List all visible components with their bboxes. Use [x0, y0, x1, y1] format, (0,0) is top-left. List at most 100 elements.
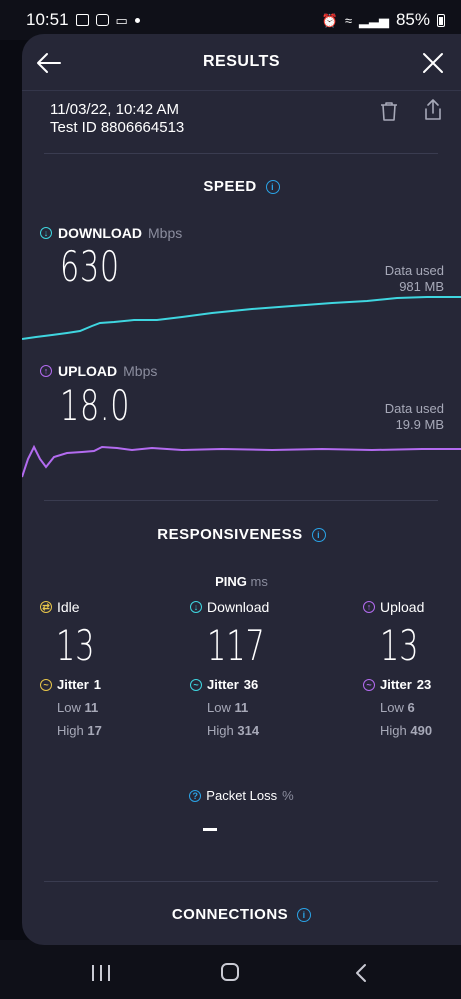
connections-info-icon[interactable]: i: [297, 908, 312, 923]
header-bar: RESULTS: [22, 34, 461, 90]
test-meta: 11/03/22, 10:42 AM Test ID 8806664513: [50, 101, 184, 137]
connections-section-title: CONNECTIONS i: [22, 906, 461, 923]
upload-low-label: Low: [380, 700, 404, 715]
ping-download-icon: ↓: [190, 601, 202, 613]
divider: [44, 153, 438, 154]
upload-graph-line: [22, 444, 461, 478]
more-notifications-icon: [134, 17, 140, 23]
upload-label-text: UPLOAD: [58, 363, 118, 379]
upload-high: High 490: [380, 723, 461, 738]
download-high-label: High: [207, 723, 234, 738]
back-button[interactable]: [352, 963, 370, 983]
idle-low-value: 11: [84, 700, 99, 715]
packet-loss-unit: %: [282, 788, 294, 803]
ping-download-column: ↓ Download 117 ~ Jitter 36 Low 11 High 3…: [190, 599, 310, 738]
wifi-icon: ≈: [344, 12, 352, 28]
idle-high: High 17: [57, 723, 160, 738]
upload-data-used-label: Data used: [384, 401, 444, 416]
ping-unit: ms: [250, 574, 268, 589]
packet-loss-help-icon[interactable]: ?: [189, 789, 202, 802]
packet-loss-label: Packet Loss: [206, 788, 278, 803]
close-icon[interactable]: [420, 50, 446, 76]
message-icon: ▭: [115, 12, 128, 28]
ping-upload-icon: ↑: [363, 601, 375, 613]
upload-speed-value: 18.0: [60, 381, 131, 430]
idle-high-label: High: [57, 723, 84, 738]
idle-label: ⇄ Idle: [40, 599, 160, 615]
download-high-value: 314: [237, 723, 260, 738]
upload-arrow-icon: ↑: [40, 365, 52, 377]
gallery-icon: [75, 14, 89, 26]
idle-low: Low 11: [57, 700, 160, 715]
connections-title-text: CONNECTIONS: [171, 906, 289, 923]
test-id: Test ID 8806664513: [50, 119, 185, 136]
share-icon[interactable]: [422, 98, 444, 122]
upload-low-value: 6: [407, 700, 415, 715]
idle-jitter: ~ Jitter 1: [40, 677, 160, 692]
back-arrow-icon[interactable]: [36, 50, 62, 76]
speed-info-icon[interactable]: i: [265, 180, 280, 195]
upload-high-label: High: [380, 723, 407, 738]
upload-jitter: ~ Jitter 23: [363, 677, 461, 692]
signal-icon: ▂▃▅: [358, 12, 389, 28]
download-jitter: ~ Jitter 36: [190, 677, 310, 692]
home-button[interactable]: [221, 963, 239, 981]
download-graph-line: [22, 296, 461, 340]
trash-icon[interactable]: [378, 100, 400, 122]
download-unit: Mbps: [148, 225, 183, 241]
packet-loss: ? Packet Loss %: [22, 788, 461, 803]
upload-data-used-value: 19.9 MB: [395, 417, 444, 432]
download-data-used-label: Data used: [384, 263, 444, 278]
ping-upload-label: ↑ Upload: [363, 599, 461, 615]
ping-upload-label-text: Upload: [380, 599, 425, 615]
divider: [44, 500, 438, 501]
download-jitter-value: 36: [243, 677, 259, 692]
idle-jitter-label: Jitter: [57, 677, 89, 692]
idle-jitter-value: 1: [93, 677, 102, 692]
results-sheet: RESULTS 11/03/22, 10:42 AM Test ID 88066…: [22, 34, 461, 945]
download-label-text: DOWNLOAD: [58, 225, 142, 241]
upload-low: Low 6: [380, 700, 461, 715]
upload-jitter-value: 23: [416, 677, 432, 692]
download-arrow-icon: ↓: [40, 227, 52, 239]
packet-loss-value-dash: [203, 828, 217, 831]
idle-icon: ⇄: [40, 601, 52, 613]
speed-title-text: SPEED: [203, 178, 257, 195]
ping-label: PING: [215, 574, 247, 589]
upload-label: ↑ UPLOAD Mbps: [40, 363, 157, 379]
idle-low-label: Low: [57, 700, 81, 715]
divider: [44, 881, 438, 882]
idle-high-value: 17: [87, 723, 102, 738]
download-low-value: 11: [234, 700, 249, 715]
idle-jitter-icon: ~: [40, 678, 52, 691]
download-data-used: Data used 981 MB: [385, 263, 444, 295]
upload-graph: [22, 444, 461, 478]
ping-title: PING ms: [22, 574, 461, 589]
download-jitter-icon: ~: [190, 678, 202, 691]
idle-label-text: Idle: [57, 599, 80, 615]
download-low-label: Low: [207, 700, 231, 715]
upload-data-used: Data used 19.9 MB: [385, 401, 444, 433]
download-low: Low 11: [207, 700, 310, 715]
upload-jitter-label: Jitter: [380, 677, 412, 692]
speaker-icon: [95, 14, 109, 26]
download-high: High 314: [207, 723, 310, 738]
responsiveness-section-title: RESPONSIVENESS i: [22, 526, 461, 543]
responsiveness-info-icon[interactable]: i: [311, 528, 326, 543]
download-graph: [22, 296, 461, 340]
test-datetime: 11/03/22, 10:42 AM: [50, 101, 179, 118]
upload-ping-value: 13: [380, 621, 419, 670]
alarm-icon: ⏰: [321, 12, 338, 28]
page-title: RESULTS: [203, 53, 280, 70]
responsiveness-title-text: RESPONSIVENESS: [157, 526, 303, 543]
recents-button[interactable]: [92, 965, 110, 981]
download-ping-value: 117: [207, 621, 265, 670]
header-divider: [22, 90, 461, 91]
download-jitter-label: Jitter: [207, 677, 239, 692]
upload-high-value: 490: [410, 723, 433, 738]
speed-section-title: SPEED i: [22, 178, 461, 195]
ping-download-label: ↓ Download: [190, 599, 310, 615]
ping-idle-column: ⇄ Idle 13 ~ Jitter 1 Low 11 High 17: [40, 599, 160, 738]
download-speed-value: 630: [60, 242, 120, 291]
upload-unit: Mbps: [123, 363, 158, 379]
